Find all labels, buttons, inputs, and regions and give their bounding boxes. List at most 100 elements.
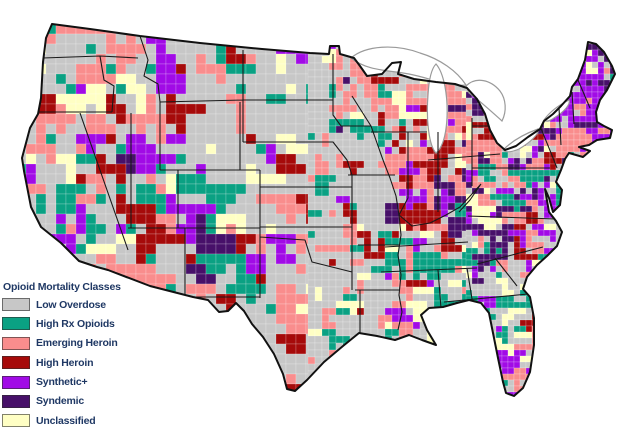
county-cell [65, 153, 77, 165]
county-cell [245, 143, 257, 155]
county-cell [328, 230, 337, 239]
county-cell [427, 14, 434, 21]
county-cell [35, 143, 47, 155]
county-cell [321, 195, 330, 204]
county-cell [205, 353, 217, 365]
county-cell [215, 113, 227, 125]
county-cell [363, 139, 372, 148]
county-cell [555, 349, 563, 357]
county-cell [433, 349, 442, 358]
county-cell [471, 289, 479, 297]
county-cell [145, 273, 157, 285]
county-cell [342, 377, 351, 386]
county-cell [525, 337, 533, 345]
county-cell [215, 213, 227, 225]
county-cell [543, 355, 551, 363]
county-cell [115, 253, 127, 265]
county-cell [591, 169, 599, 177]
county-cell [165, 373, 177, 385]
county-cell [25, 253, 37, 265]
county-cell [75, 73, 87, 85]
county-cell [412, 195, 421, 204]
county-cell [85, 53, 97, 65]
county-cell [573, 307, 581, 315]
county-cell [135, 243, 147, 255]
county-cell [155, 123, 167, 135]
county-cell [95, 203, 107, 215]
county-cell [519, 343, 527, 351]
county-cell [531, 103, 539, 111]
county-cell [349, 111, 358, 120]
county-cell [448, 399, 455, 406]
county-cell [549, 223, 557, 231]
county-cell [349, 90, 358, 99]
county-cell [95, 143, 107, 155]
county-cell [561, 61, 569, 69]
county-cell [585, 361, 593, 369]
county-cell [531, 373, 539, 381]
county-cell [426, 370, 435, 379]
county-cell [501, 355, 509, 363]
county-cell [519, 259, 527, 267]
county-cell [384, 349, 393, 358]
county-cell [440, 167, 449, 176]
county-cell [549, 391, 557, 396]
county-cell [513, 73, 521, 81]
county-cell [454, 279, 463, 288]
county-cell [377, 132, 386, 141]
county-cell [285, 393, 297, 396]
county-cell [135, 223, 147, 235]
county-cell [384, 391, 393, 396]
county-cell [412, 181, 421, 190]
county-cell [537, 61, 545, 69]
county-cell [357, 14, 364, 21]
county-cell [195, 183, 207, 195]
county-cell [574, 398, 580, 404]
county-cell [465, 157, 473, 165]
county-cell [465, 241, 473, 249]
county-cell [295, 323, 307, 335]
county-cell [519, 115, 527, 123]
county-cell [335, 83, 344, 92]
county-cell [25, 173, 37, 185]
county-cell [549, 331, 557, 339]
county-cell [549, 175, 557, 183]
county-cell [616, 68, 622, 74]
county-cell [349, 216, 358, 225]
county-cell [616, 182, 622, 188]
county-cell [235, 103, 247, 115]
county-cell [597, 73, 605, 81]
county-cell [419, 118, 428, 127]
county-cell [603, 277, 611, 285]
county-cell [175, 363, 187, 375]
county-cell [328, 153, 337, 162]
county-cell [477, 145, 485, 153]
county-cell [440, 230, 449, 239]
county-cell [579, 313, 587, 321]
county-cell [275, 253, 287, 265]
county-cell [305, 24, 317, 25]
county-cell [405, 27, 414, 36]
county-cell [525, 199, 533, 207]
county-cell [335, 174, 344, 183]
county-cell [95, 93, 107, 105]
county-cell [579, 373, 587, 381]
county-cell [398, 349, 407, 358]
county-cell [603, 265, 611, 273]
county-cell [567, 367, 575, 375]
county-cell [585, 169, 593, 177]
county-cell [556, 14, 562, 20]
county-cell [105, 233, 117, 245]
county-cell [321, 160, 330, 169]
county-cell [405, 356, 414, 365]
county-cell [585, 331, 593, 339]
county-cell [165, 213, 177, 225]
county-cell [328, 342, 337, 351]
county-cell [531, 187, 539, 195]
county-cell [507, 367, 515, 375]
county-cell [265, 213, 277, 225]
county-cell [55, 33, 67, 45]
county-cell [495, 301, 503, 309]
county-cell [405, 300, 414, 309]
county-cell [519, 373, 527, 381]
